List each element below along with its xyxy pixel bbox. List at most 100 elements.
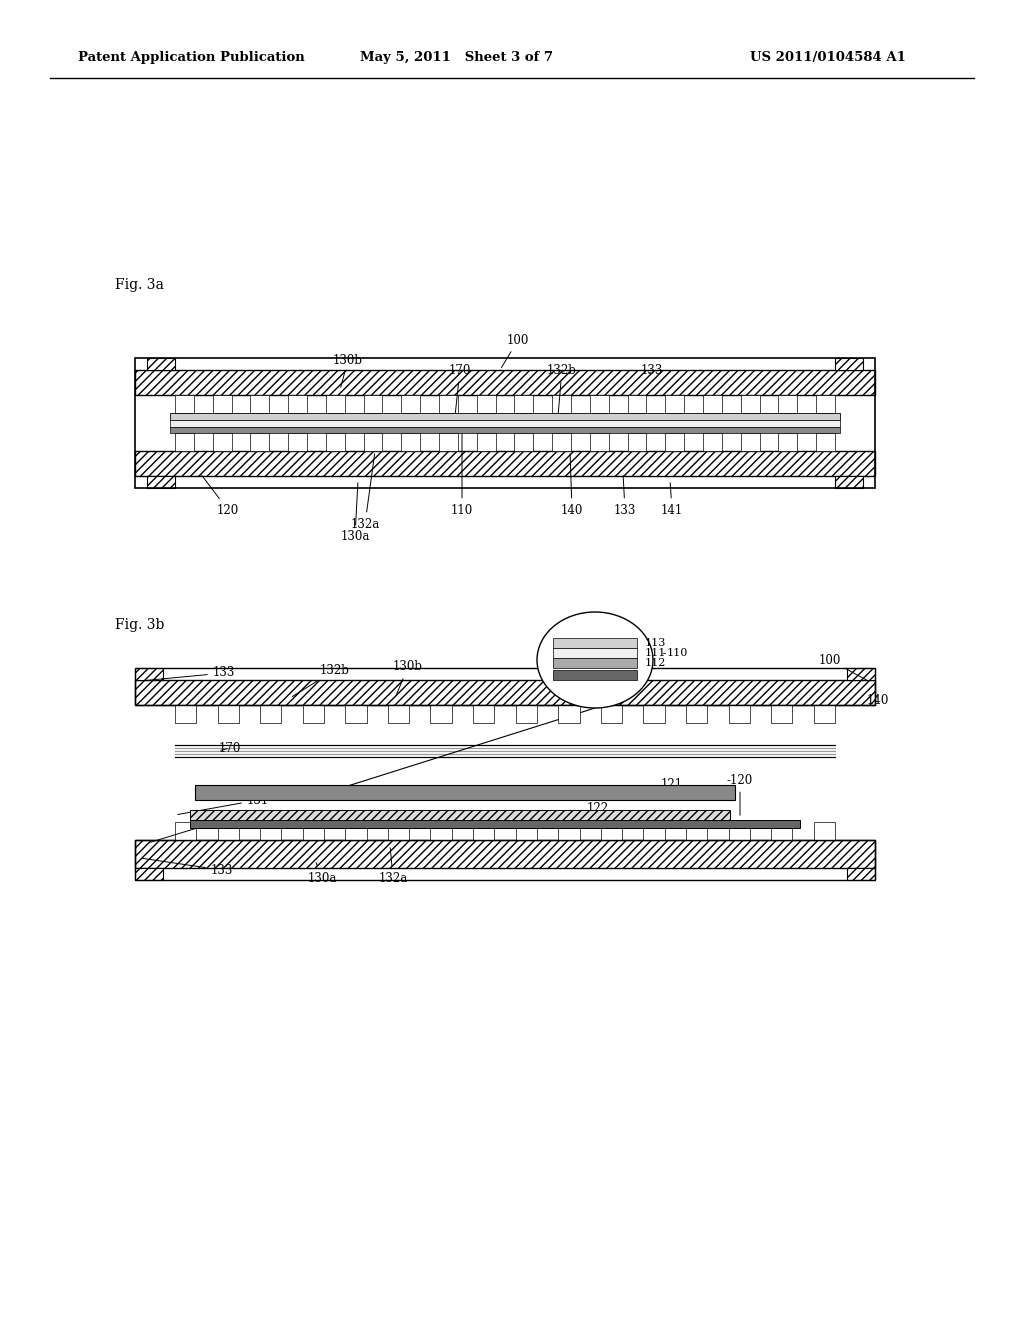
Bar — [553, 657, 637, 668]
Bar — [135, 668, 163, 680]
Bar — [345, 822, 367, 840]
Text: 141: 141 — [660, 483, 683, 516]
Bar — [473, 822, 495, 840]
Text: 140: 140 — [866, 693, 889, 706]
Text: 170: 170 — [219, 742, 242, 755]
Bar — [251, 433, 269, 451]
Text: 130b: 130b — [333, 354, 362, 387]
Bar — [686, 705, 708, 723]
Text: 112: 112 — [645, 657, 667, 668]
Bar — [135, 358, 874, 488]
Bar — [643, 705, 665, 723]
Bar — [516, 822, 537, 840]
Text: 120: 120 — [202, 475, 240, 516]
Bar — [147, 477, 175, 488]
Bar — [778, 433, 798, 451]
Text: 130a: 130a — [340, 483, 370, 544]
Bar — [439, 433, 458, 451]
Bar — [558, 705, 580, 723]
Text: 100: 100 — [819, 653, 867, 681]
Bar — [217, 822, 239, 840]
Bar — [195, 785, 735, 800]
Bar — [175, 822, 197, 840]
Bar — [213, 433, 231, 451]
Bar — [175, 433, 194, 451]
Bar — [552, 395, 571, 413]
Bar — [628, 395, 646, 413]
Bar — [260, 705, 282, 723]
Text: 133: 133 — [142, 667, 236, 681]
Bar — [816, 433, 835, 451]
Text: 100: 100 — [502, 334, 529, 367]
Bar — [814, 822, 835, 840]
Text: 132a: 132a — [350, 454, 380, 531]
Bar — [190, 810, 730, 820]
Bar — [477, 395, 496, 413]
Bar — [814, 705, 835, 723]
Bar — [135, 668, 874, 705]
Bar — [288, 433, 307, 451]
Bar — [553, 638, 637, 648]
Text: 130b: 130b — [393, 660, 423, 696]
Bar — [847, 668, 874, 680]
Bar — [213, 395, 231, 413]
Bar — [364, 433, 382, 451]
Bar — [401, 433, 420, 451]
Bar — [430, 705, 452, 723]
Text: Fig. 3b: Fig. 3b — [115, 618, 165, 632]
Bar — [835, 477, 863, 488]
Text: 170: 170 — [449, 363, 471, 413]
Bar — [740, 433, 760, 451]
Bar — [326, 433, 345, 451]
Bar — [558, 822, 580, 840]
Bar — [135, 840, 874, 880]
Bar — [847, 869, 874, 880]
Bar — [170, 426, 840, 433]
Text: 132b: 132b — [547, 363, 577, 413]
Bar — [190, 820, 800, 828]
Bar — [516, 705, 537, 723]
Bar — [514, 395, 534, 413]
Bar — [728, 822, 750, 840]
Bar — [553, 648, 637, 657]
Bar — [135, 451, 874, 477]
Bar — [175, 705, 197, 723]
Bar — [135, 680, 874, 705]
Text: 110: 110 — [451, 433, 473, 516]
Bar — [728, 705, 750, 723]
Text: 132a: 132a — [379, 847, 408, 884]
Text: 133: 133 — [613, 475, 636, 516]
Text: 111: 111 — [645, 648, 667, 657]
Text: 110: 110 — [667, 648, 688, 657]
Bar — [303, 705, 324, 723]
Bar — [771, 705, 793, 723]
Bar — [666, 433, 684, 451]
Text: May 5, 2011   Sheet 3 of 7: May 5, 2011 Sheet 3 of 7 — [360, 51, 553, 65]
Bar — [778, 395, 798, 413]
Bar — [553, 671, 637, 680]
Ellipse shape — [537, 612, 653, 708]
Text: US 2011/0104584 A1: US 2011/0104584 A1 — [750, 51, 906, 65]
Bar — [514, 433, 534, 451]
Bar — [401, 395, 420, 413]
Bar — [345, 705, 367, 723]
Bar — [388, 822, 410, 840]
Bar — [135, 840, 874, 869]
Bar — [170, 413, 840, 420]
Text: Fig. 3a: Fig. 3a — [115, 279, 164, 292]
Bar — [740, 395, 760, 413]
Bar — [473, 705, 495, 723]
Bar — [388, 705, 410, 723]
Text: 131: 131 — [178, 793, 269, 814]
Bar — [590, 433, 608, 451]
Bar — [666, 395, 684, 413]
Text: 133: 133 — [142, 858, 233, 876]
Text: 132b: 132b — [293, 664, 350, 697]
Bar — [552, 433, 571, 451]
Bar — [303, 822, 324, 840]
Text: -120: -120 — [727, 774, 753, 816]
Bar — [135, 370, 874, 395]
Bar — [260, 822, 282, 840]
Bar — [175, 395, 194, 413]
Bar — [628, 433, 646, 451]
